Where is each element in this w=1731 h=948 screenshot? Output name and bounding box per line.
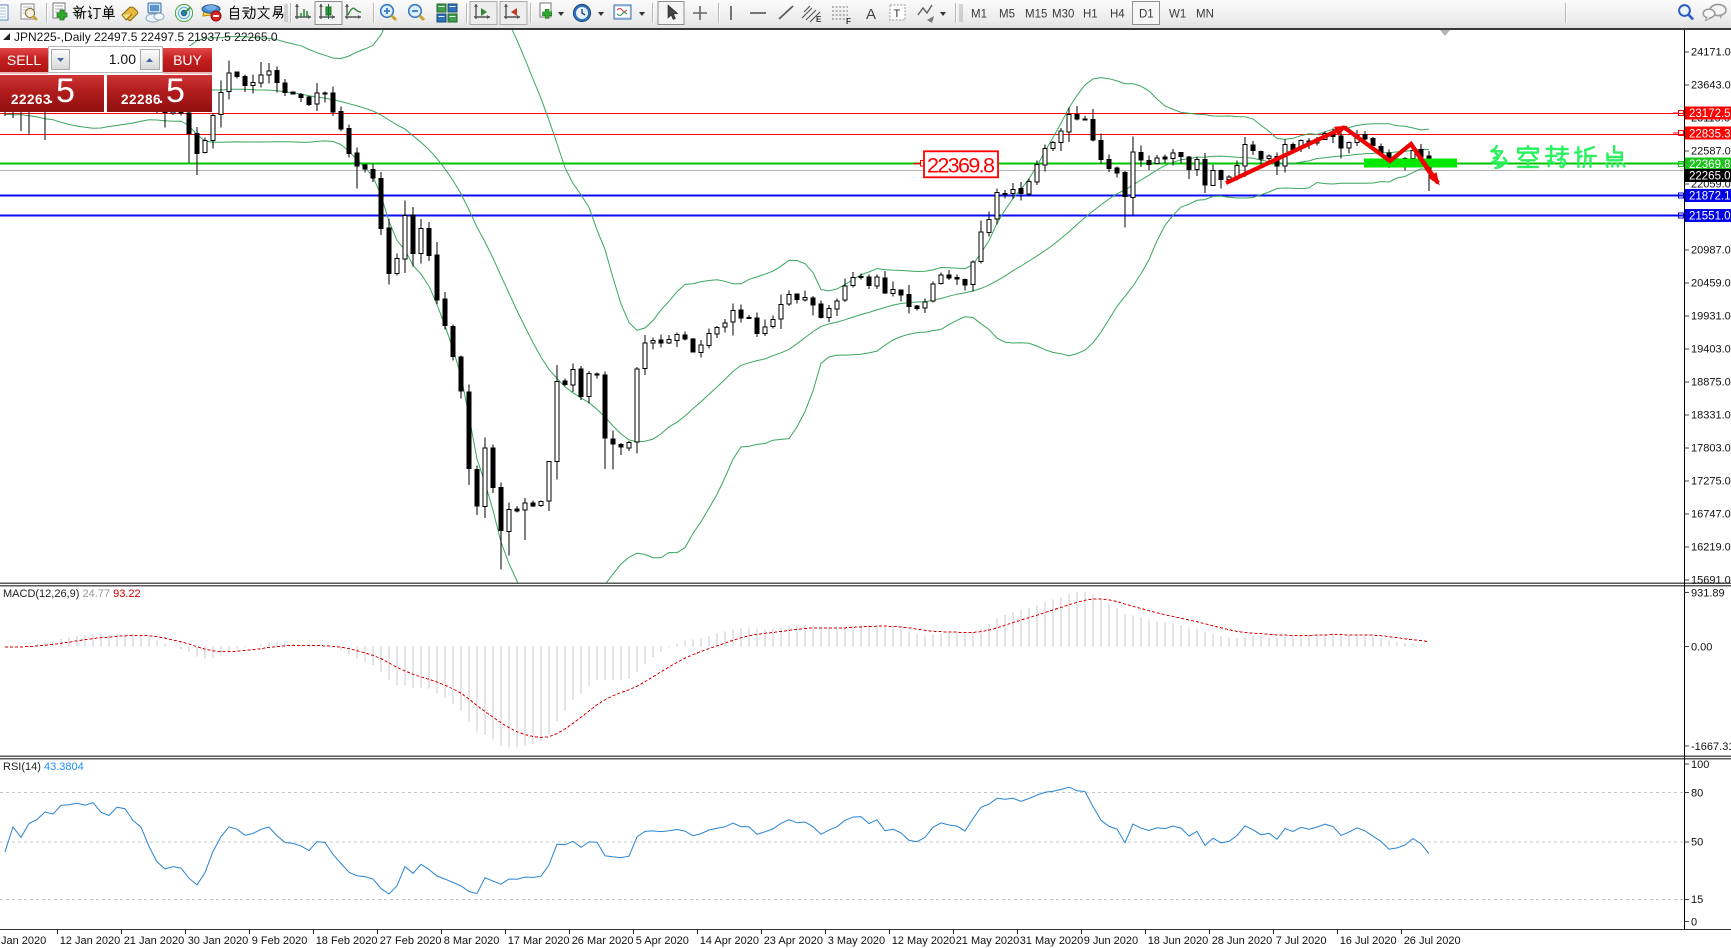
svg-text:26 Jul 2020: 26 Jul 2020 bbox=[1404, 935, 1461, 947]
svg-text:M5: M5 bbox=[999, 9, 1015, 21]
svg-text:21 Jan 2020: 21 Jan 2020 bbox=[124, 935, 185, 947]
svg-text:27 Feb 2020: 27 Feb 2020 bbox=[380, 935, 442, 947]
svg-text:14 Apr 2020: 14 Apr 2020 bbox=[700, 935, 759, 947]
svg-text:8 Mar 2020: 8 Mar 2020 bbox=[444, 935, 500, 947]
svg-text:9 Jun 2020: 9 Jun 2020 bbox=[1084, 935, 1138, 947]
svg-text:M30: M30 bbox=[1052, 9, 1074, 21]
svg-text:17275.0: 17275.0 bbox=[1691, 476, 1731, 488]
svg-text:18875.0: 18875.0 bbox=[1691, 377, 1731, 389]
svg-text:17803.0: 17803.0 bbox=[1691, 443, 1731, 455]
svg-text:19931.0: 19931.0 bbox=[1691, 311, 1731, 323]
svg-text:0.00: 0.00 bbox=[1691, 641, 1712, 653]
svg-text:7 Jul 2020: 7 Jul 2020 bbox=[1276, 935, 1327, 947]
svg-text:15691.0: 15691.0 bbox=[1691, 575, 1731, 587]
svg-text:22369.8: 22369.8 bbox=[1689, 159, 1731, 171]
svg-text:RSI(14) 43.3804: RSI(14) 43.3804 bbox=[3, 761, 84, 773]
svg-text:18 Feb 2020: 18 Feb 2020 bbox=[316, 935, 378, 947]
svg-text:21551.0: 21551.0 bbox=[1689, 211, 1731, 223]
svg-text:MACD(12,26,9) 24.77 93.22: MACD(12,26,9) 24.77 93.22 bbox=[3, 588, 141, 600]
svg-text:21 May 2020: 21 May 2020 bbox=[956, 935, 1020, 947]
svg-text:18 Jun 2020: 18 Jun 2020 bbox=[1148, 935, 1209, 947]
svg-text:W1: W1 bbox=[1169, 9, 1186, 21]
svg-text:18331.0: 18331.0 bbox=[1691, 410, 1731, 422]
svg-text:5 Apr 2020: 5 Apr 2020 bbox=[636, 935, 689, 947]
svg-text:23643.0: 23643.0 bbox=[1691, 80, 1731, 92]
svg-text:3 May 2020: 3 May 2020 bbox=[828, 935, 885, 947]
svg-text:26 Mar 2020: 26 Mar 2020 bbox=[572, 935, 634, 947]
svg-text:80: 80 bbox=[1691, 787, 1703, 799]
svg-text:23172.5: 23172.5 bbox=[1689, 108, 1731, 120]
svg-text:MN: MN bbox=[1196, 9, 1214, 21]
svg-text:22587.0: 22587.0 bbox=[1691, 146, 1731, 158]
svg-text:A: A bbox=[866, 6, 876, 23]
svg-text:E: E bbox=[816, 15, 822, 24]
svg-text:12 Jan 2020: 12 Jan 2020 bbox=[60, 935, 121, 947]
svg-text:22265.0: 22265.0 bbox=[1689, 171, 1731, 183]
svg-text:H1: H1 bbox=[1083, 9, 1098, 21]
svg-text:21872.1: 21872.1 bbox=[1689, 191, 1731, 203]
svg-text:H4: H4 bbox=[1110, 9, 1125, 21]
svg-text:9 Feb 2020: 9 Feb 2020 bbox=[252, 935, 308, 947]
svg-text:Jan 2020: Jan 2020 bbox=[1, 935, 46, 947]
svg-text:17 Mar 2020: 17 Mar 2020 bbox=[508, 935, 570, 947]
svg-text:12 May 2020: 12 May 2020 bbox=[892, 935, 956, 947]
svg-text:16747.0: 16747.0 bbox=[1691, 509, 1731, 521]
svg-text:0: 0 bbox=[1691, 916, 1697, 928]
svg-text:15: 15 bbox=[1691, 894, 1703, 906]
svg-text:30 Jan 2020: 30 Jan 2020 bbox=[188, 935, 249, 947]
svg-text:16219.0: 16219.0 bbox=[1691, 542, 1731, 554]
svg-text:F: F bbox=[846, 17, 851, 26]
svg-text:931.89: 931.89 bbox=[1691, 588, 1725, 600]
svg-text:-1667.31: -1667.31 bbox=[1691, 741, 1731, 753]
svg-text:M15: M15 bbox=[1025, 9, 1047, 21]
svg-text:50: 50 bbox=[1691, 837, 1703, 849]
svg-text:22835.3: 22835.3 bbox=[1689, 128, 1731, 140]
svg-text:22369.8: 22369.8 bbox=[927, 154, 995, 178]
svg-text:20987.0: 20987.0 bbox=[1691, 245, 1731, 257]
svg-text:23 Apr 2020: 23 Apr 2020 bbox=[764, 935, 823, 947]
svg-text:20459.0: 20459.0 bbox=[1691, 278, 1731, 290]
svg-text:19403.0: 19403.0 bbox=[1691, 344, 1731, 356]
svg-text:24171.0: 24171.0 bbox=[1691, 47, 1731, 59]
svg-text:JPN225-,Daily 22497.5 22497.5: JPN225-,Daily 22497.5 22497.5 21937.5 22… bbox=[14, 30, 278, 44]
svg-text:M1: M1 bbox=[971, 9, 987, 21]
svg-text:16 Jul 2020: 16 Jul 2020 bbox=[1340, 935, 1397, 947]
svg-text:100: 100 bbox=[1691, 759, 1709, 771]
svg-text:D1: D1 bbox=[1139, 9, 1154, 21]
svg-text:T: T bbox=[894, 8, 901, 20]
svg-text:31 May 2020: 31 May 2020 bbox=[1020, 935, 1084, 947]
svg-text:28 Jun 2020: 28 Jun 2020 bbox=[1212, 935, 1273, 947]
